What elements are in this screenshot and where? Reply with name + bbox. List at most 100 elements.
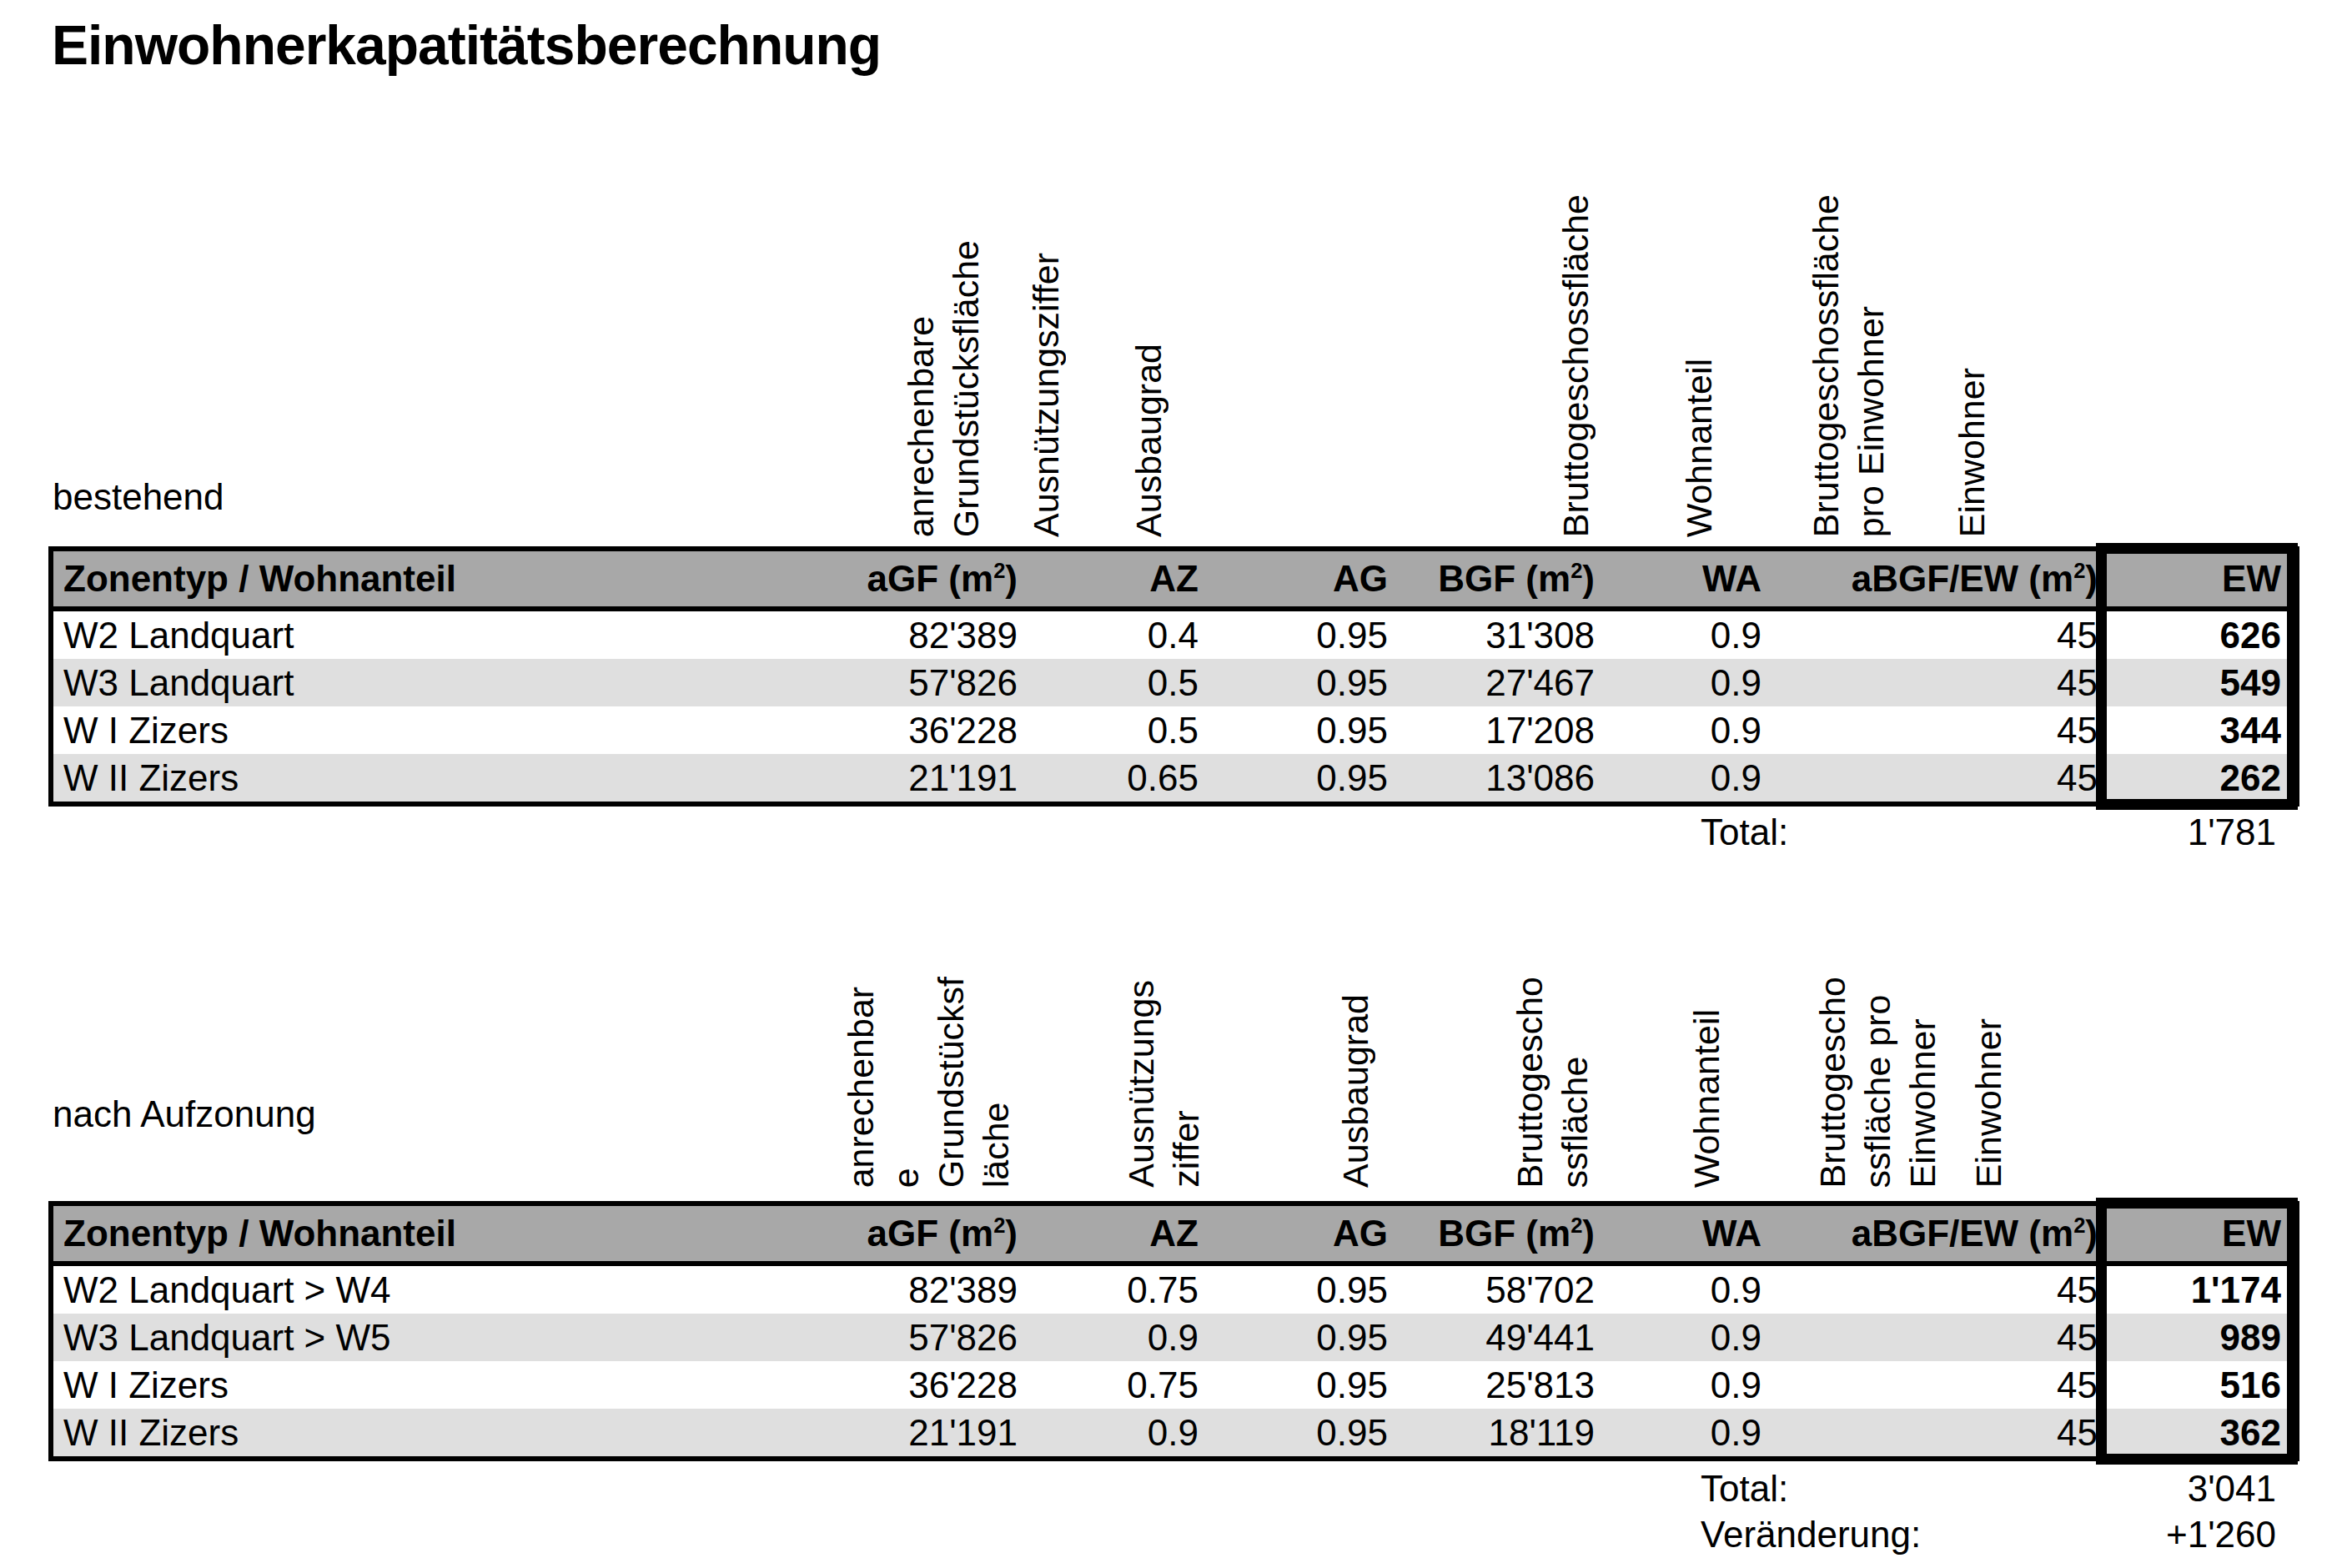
cell-abgf-ew: 45: [1773, 659, 2109, 706]
column-header-az: AZ: [1029, 1206, 1210, 1261]
column-header-az: AZ: [1029, 551, 1210, 606]
spreadsheet-page: Einwohnerkapatitätsberechnung bestehend …: [0, 0, 2352, 1568]
table-row: W3 Landquart > W5 57'826 0.9 0.95 49'441…: [53, 1314, 2294, 1361]
cell-zonentyp: W II Zizers: [53, 1409, 860, 1456]
total-value: 3'041: [2104, 1465, 2289, 1511]
cell-wa: 0.9: [1606, 1361, 1773, 1409]
cell-zonentyp: W I Zizers: [53, 1361, 860, 1409]
cell-bgf: 58'702: [1400, 1266, 1606, 1314]
rotated-header-bgf: Bruttogescho ssfläche: [1507, 977, 1597, 1188]
cell-bgf: 49'441: [1400, 1314, 1606, 1361]
rotated-header-ew: Einwohner: [1966, 1018, 2011, 1188]
cell-agf: 57'826: [860, 1314, 1029, 1361]
total-label: Total:: [1701, 1465, 2104, 1511]
cell-ag: 0.95: [1210, 1266, 1400, 1314]
table-row: W I Zizers 36'228 0.75 0.95 25'813 0.9 4…: [53, 1361, 2294, 1409]
cell-zonentyp: W2 Landquart: [53, 611, 860, 659]
cell-zonentyp: W I Zizers: [53, 706, 860, 754]
cell-ew: 626: [2109, 611, 2294, 659]
cell-ew: 516: [2109, 1361, 2294, 1409]
section-label-bestehend: bestehend: [53, 477, 224, 517]
cell-az: 0.75: [1029, 1361, 1210, 1409]
cell-agf: 21'191: [860, 1409, 1029, 1456]
column-header-abgf-ew: aBGF/EW (m2): [1773, 1206, 2109, 1261]
section-label-aufzonung: nach Aufzonung: [53, 1094, 316, 1134]
cell-ag: 0.95: [1210, 1361, 1400, 1409]
cell-abgf-ew: 45: [1773, 754, 2109, 802]
veraenderung-label: Veränderung:: [1701, 1511, 2104, 1557]
rotated-header-agf: anrechenbar e Grundstücksf läche: [838, 977, 1018, 1188]
cell-bgf: 27'467: [1400, 659, 1606, 706]
cell-az: 0.9: [1029, 1314, 1210, 1361]
table-row: W2 Landquart 82'389 0.4 0.95 31'308 0.9 …: [53, 611, 2294, 659]
cell-ag: 0.95: [1210, 754, 1400, 802]
cell-agf: 36'228: [860, 706, 1029, 754]
rotated-header-bgf: Bruttogeschossfläche: [1553, 194, 1598, 537]
rotated-header-az: Ausnützungs ziffer: [1118, 980, 1209, 1188]
cell-abgf-ew: 45: [1773, 1266, 2109, 1314]
totals-bestehend: Total: 1'781: [48, 809, 2289, 855]
cell-az: 0.65: [1029, 754, 1210, 802]
cell-zonentyp: W3 Landquart: [53, 659, 860, 706]
cell-abgf-ew: 45: [1773, 611, 2109, 659]
cell-bgf: 31'308: [1400, 611, 1606, 659]
cell-abgf-ew: 45: [1773, 1361, 2109, 1409]
column-header-wa: WA: [1606, 1206, 1773, 1261]
cell-zonentyp: W3 Landquart > W5: [53, 1314, 860, 1361]
cell-zonentyp: W II Zizers: [53, 754, 860, 802]
cell-ag: 0.95: [1210, 1314, 1400, 1361]
table-aufzonung: Zonentyp / Wohnanteil aGF (m2) AZ AG BGF…: [48, 1201, 2299, 1461]
cell-wa: 0.9: [1606, 1409, 1773, 1456]
rotated-header-abgf-ew: Bruttogescho ssfläche pro Einwohner: [1810, 977, 1945, 1188]
column-header-zonentyp: Zonentyp / Wohnanteil: [53, 1206, 860, 1261]
cell-zonentyp: W2 Landquart > W4: [53, 1266, 860, 1314]
cell-agf: 82'389: [860, 1266, 1029, 1314]
total-row: Total: 1'781: [48, 809, 2289, 855]
cell-ew: 989: [2109, 1314, 2294, 1361]
cell-az: 0.4: [1029, 611, 1210, 659]
column-header-agf: aGF (m2): [860, 551, 1029, 606]
total-value: 1'781: [2104, 809, 2289, 855]
cell-ag: 0.95: [1210, 706, 1400, 754]
table-row: W II Zizers 21'191 0.65 0.95 13'086 0.9 …: [53, 754, 2294, 802]
cell-agf: 57'826: [860, 659, 1029, 706]
veraenderung-value: +1'260: [2104, 1511, 2289, 1557]
column-header-wa: WA: [1606, 551, 1773, 606]
cell-az: 0.9: [1029, 1409, 1210, 1456]
cell-wa: 0.9: [1606, 611, 1773, 659]
page-title: Einwohnerkapatitätsberechnung: [52, 13, 881, 77]
cell-ew: 549: [2109, 659, 2294, 706]
cell-ew: 1'174: [2109, 1266, 2294, 1314]
cell-wa: 0.9: [1606, 1266, 1773, 1314]
rotated-header-area-aufzonung: nach Aufzonung anrechenbar e Grundstücks…: [48, 899, 2301, 1194]
column-header-bgf: BGF (m2): [1400, 1206, 1606, 1261]
total-row: Total: 3'041: [48, 1465, 2289, 1511]
cell-bgf: 25'813: [1400, 1361, 1606, 1409]
cell-wa: 0.9: [1606, 706, 1773, 754]
cell-agf: 36'228: [860, 1361, 1029, 1409]
cell-az: 0.75: [1029, 1266, 1210, 1314]
cell-az: 0.5: [1029, 659, 1210, 706]
totals-aufzonung: Total: 3'041 Veränderung: +1'260: [48, 1465, 2289, 1557]
cell-wa: 0.9: [1606, 754, 1773, 802]
column-header-ag: AG: [1210, 551, 1400, 606]
rotated-header-ew: Einwohner: [1949, 368, 1994, 537]
rotated-header-wa: Wohnanteil: [1676, 359, 1721, 537]
rotated-header-abgf-ew: Bruttogeschossfläche pro Einwohner: [1803, 194, 1893, 537]
column-header-ew: EW: [2109, 1206, 2294, 1261]
table-row: W3 Landquart 57'826 0.5 0.95 27'467 0.9 …: [53, 659, 2294, 706]
rotated-header-az: Ausnützungsziffer: [1023, 253, 1068, 537]
total-label: Total:: [1701, 809, 2104, 855]
table-header-row: Zonentyp / Wohnanteil aGF (m2) AZ AG BGF…: [53, 551, 2294, 611]
rotated-header-area-bestehend: bestehend anrechenbare Grundstücksfläche…: [48, 83, 2301, 544]
cell-bgf: 18'119: [1400, 1409, 1606, 1456]
column-header-ag: AG: [1210, 1206, 1400, 1261]
rotated-header-agf: anrechenbare Grundstücksfläche: [898, 240, 988, 537]
table-row: W2 Landquart > W4 82'389 0.75 0.95 58'70…: [53, 1266, 2294, 1314]
cell-ag: 0.95: [1210, 611, 1400, 659]
cell-agf: 21'191: [860, 754, 1029, 802]
cell-wa: 0.9: [1606, 1314, 1773, 1361]
rotated-header-ag: Ausbaugrad: [1126, 344, 1171, 537]
cell-ew: 362: [2109, 1409, 2294, 1456]
rotated-header-wa: Wohnanteil: [1684, 1009, 1729, 1188]
